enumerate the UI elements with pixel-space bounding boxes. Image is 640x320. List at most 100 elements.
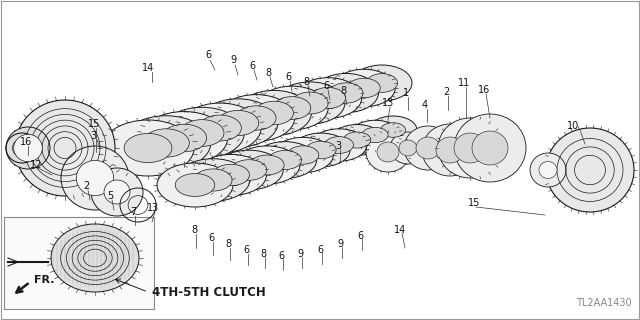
Ellipse shape xyxy=(472,131,508,165)
Ellipse shape xyxy=(231,160,267,180)
Text: 9: 9 xyxy=(230,55,236,65)
Text: 9: 9 xyxy=(337,239,343,249)
Text: 8: 8 xyxy=(225,239,231,249)
Ellipse shape xyxy=(51,224,139,292)
Ellipse shape xyxy=(546,128,634,212)
Ellipse shape xyxy=(234,146,300,184)
Text: 13: 13 xyxy=(382,98,394,108)
Text: 6: 6 xyxy=(249,61,255,71)
Text: 6: 6 xyxy=(278,251,284,261)
Ellipse shape xyxy=(250,155,284,175)
Ellipse shape xyxy=(539,162,557,179)
Ellipse shape xyxy=(292,133,350,167)
Text: 16: 16 xyxy=(478,85,490,95)
Ellipse shape xyxy=(390,132,426,164)
Ellipse shape xyxy=(236,106,276,130)
Ellipse shape xyxy=(381,123,406,137)
Text: 6: 6 xyxy=(285,72,291,82)
Ellipse shape xyxy=(196,155,266,196)
Ellipse shape xyxy=(13,134,42,162)
Ellipse shape xyxy=(330,124,383,156)
Ellipse shape xyxy=(399,140,417,156)
Ellipse shape xyxy=(367,74,397,92)
Ellipse shape xyxy=(273,137,333,172)
Ellipse shape xyxy=(121,116,211,170)
Text: 13: 13 xyxy=(147,203,159,213)
Text: 2: 2 xyxy=(443,87,449,97)
FancyBboxPatch shape xyxy=(4,217,154,309)
Ellipse shape xyxy=(292,92,328,114)
Ellipse shape xyxy=(348,78,380,98)
Ellipse shape xyxy=(333,69,396,107)
Ellipse shape xyxy=(362,127,388,143)
Ellipse shape xyxy=(275,82,345,124)
Text: 4TH-5TH CLUTCH: 4TH-5TH CLUTCH xyxy=(152,285,266,299)
Ellipse shape xyxy=(176,159,250,201)
Text: 4: 4 xyxy=(422,100,428,110)
Text: 15: 15 xyxy=(88,119,100,129)
Ellipse shape xyxy=(530,153,566,187)
Text: 6: 6 xyxy=(243,245,249,255)
Ellipse shape xyxy=(314,74,378,113)
Text: 3: 3 xyxy=(335,141,341,151)
Text: TL2AA1430: TL2AA1430 xyxy=(577,298,632,308)
Text: 5: 5 xyxy=(107,191,113,201)
Ellipse shape xyxy=(175,173,215,196)
Ellipse shape xyxy=(6,127,50,169)
Text: 8: 8 xyxy=(265,68,271,78)
Text: 9: 9 xyxy=(297,249,303,259)
Text: 15: 15 xyxy=(468,198,480,208)
Text: 3: 3 xyxy=(90,131,96,141)
Ellipse shape xyxy=(287,146,319,164)
Ellipse shape xyxy=(324,137,353,153)
Ellipse shape xyxy=(253,142,317,178)
Text: 6: 6 xyxy=(317,245,323,255)
Ellipse shape xyxy=(160,107,244,159)
Ellipse shape xyxy=(436,137,464,163)
Ellipse shape xyxy=(215,150,283,190)
Text: FR.: FR. xyxy=(34,275,54,285)
Ellipse shape xyxy=(273,97,311,119)
Ellipse shape xyxy=(311,129,367,161)
Ellipse shape xyxy=(91,168,143,216)
Ellipse shape xyxy=(349,120,400,150)
Ellipse shape xyxy=(310,87,346,108)
Ellipse shape xyxy=(329,83,363,103)
Text: 14: 14 xyxy=(142,63,154,73)
Text: 11: 11 xyxy=(458,78,470,88)
Ellipse shape xyxy=(269,150,301,170)
Ellipse shape xyxy=(255,101,294,125)
Text: 8: 8 xyxy=(340,86,346,96)
Ellipse shape xyxy=(179,103,261,153)
Text: 1: 1 xyxy=(403,88,409,98)
Text: 6: 6 xyxy=(205,50,211,60)
Ellipse shape xyxy=(180,120,224,146)
Text: 2: 2 xyxy=(83,181,89,191)
Text: 8: 8 xyxy=(260,249,266,259)
Ellipse shape xyxy=(198,99,278,147)
Ellipse shape xyxy=(61,146,129,210)
Ellipse shape xyxy=(377,142,399,162)
Ellipse shape xyxy=(404,126,452,170)
Ellipse shape xyxy=(422,124,478,176)
Ellipse shape xyxy=(416,137,440,159)
Ellipse shape xyxy=(194,169,232,191)
Ellipse shape xyxy=(294,78,362,118)
Ellipse shape xyxy=(102,120,194,176)
Text: 10: 10 xyxy=(567,121,579,131)
Text: 6: 6 xyxy=(357,231,363,241)
Ellipse shape xyxy=(369,116,417,144)
Ellipse shape xyxy=(237,90,312,136)
Ellipse shape xyxy=(343,132,371,148)
Text: 8: 8 xyxy=(303,77,309,87)
Ellipse shape xyxy=(212,164,250,186)
Text: 6: 6 xyxy=(208,233,214,243)
Ellipse shape xyxy=(198,115,241,141)
Ellipse shape xyxy=(157,163,233,207)
Text: 16: 16 xyxy=(20,137,32,147)
Text: 7: 7 xyxy=(130,207,136,217)
Text: 12: 12 xyxy=(30,160,42,170)
Ellipse shape xyxy=(104,180,130,204)
Ellipse shape xyxy=(306,141,336,159)
Ellipse shape xyxy=(218,95,294,141)
